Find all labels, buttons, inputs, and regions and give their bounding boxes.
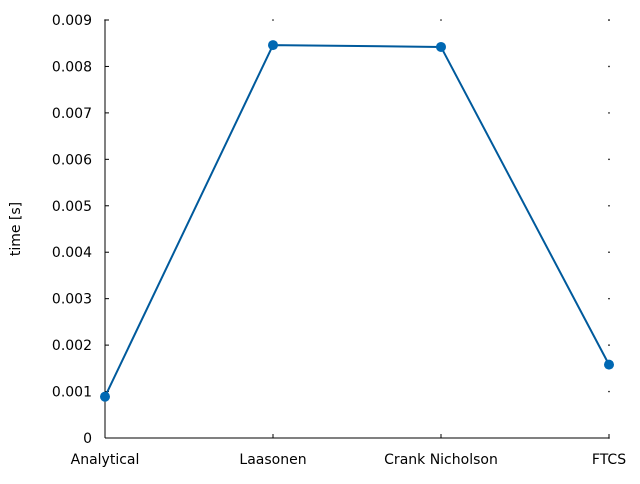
data-point — [268, 40, 278, 51]
x-tick-mark-top — [608, 19, 610, 21]
y-tick-mark-right — [608, 390, 610, 393]
ticks-layer: 0 0.001 0.002 0.003 0.004 0.005 0.006 0.007 0.00… — [52, 13, 626, 468]
series-layer — [100, 40, 614, 402]
y-tick-label: 0 — [83, 431, 92, 447]
data-point — [100, 391, 110, 402]
y-tick-mark-right — [608, 344, 610, 346]
x-tick-mark-top — [272, 19, 274, 21]
x-tick-mark-top — [104, 19, 106, 21]
y-tick-label: 0.005 — [52, 199, 92, 215]
y-axis-label: time [s] — [8, 202, 24, 256]
y-tick-label: 0.001 — [52, 385, 92, 401]
y-tick-mark-right — [608, 158, 610, 161]
y-tick-label: 0.006 — [52, 152, 92, 168]
y-tick-label: 0.007 — [52, 106, 92, 122]
x-tick-mark-top — [440, 19, 442, 21]
y-tick-label: 0.009 — [52, 13, 92, 29]
data-point — [604, 359, 614, 370]
series-line — [104, 44, 610, 398]
x-tick-label: Crank Nicholson — [384, 452, 498, 468]
x-tick-label: Laasonen — [239, 452, 306, 468]
axes-layer — [104, 20, 609, 439]
data-point — [436, 41, 446, 52]
y-tick-label: 0.003 — [52, 292, 92, 308]
x-tick-label: Analytical — [71, 452, 140, 468]
y-tick-label: 0.004 — [52, 245, 92, 261]
y-tick-label: 0.002 — [52, 338, 92, 354]
y-tick-mark-right — [608, 112, 610, 114]
y-tick-label: 0.008 — [52, 59, 92, 75]
y-tick-mark-right — [608, 65, 610, 68]
x-tick-label: FTCS — [592, 452, 626, 468]
y-tick-mark-right — [608, 297, 610, 300]
y-tick-mark-right — [608, 204, 610, 207]
y-tick-mark-right — [608, 251, 610, 254]
